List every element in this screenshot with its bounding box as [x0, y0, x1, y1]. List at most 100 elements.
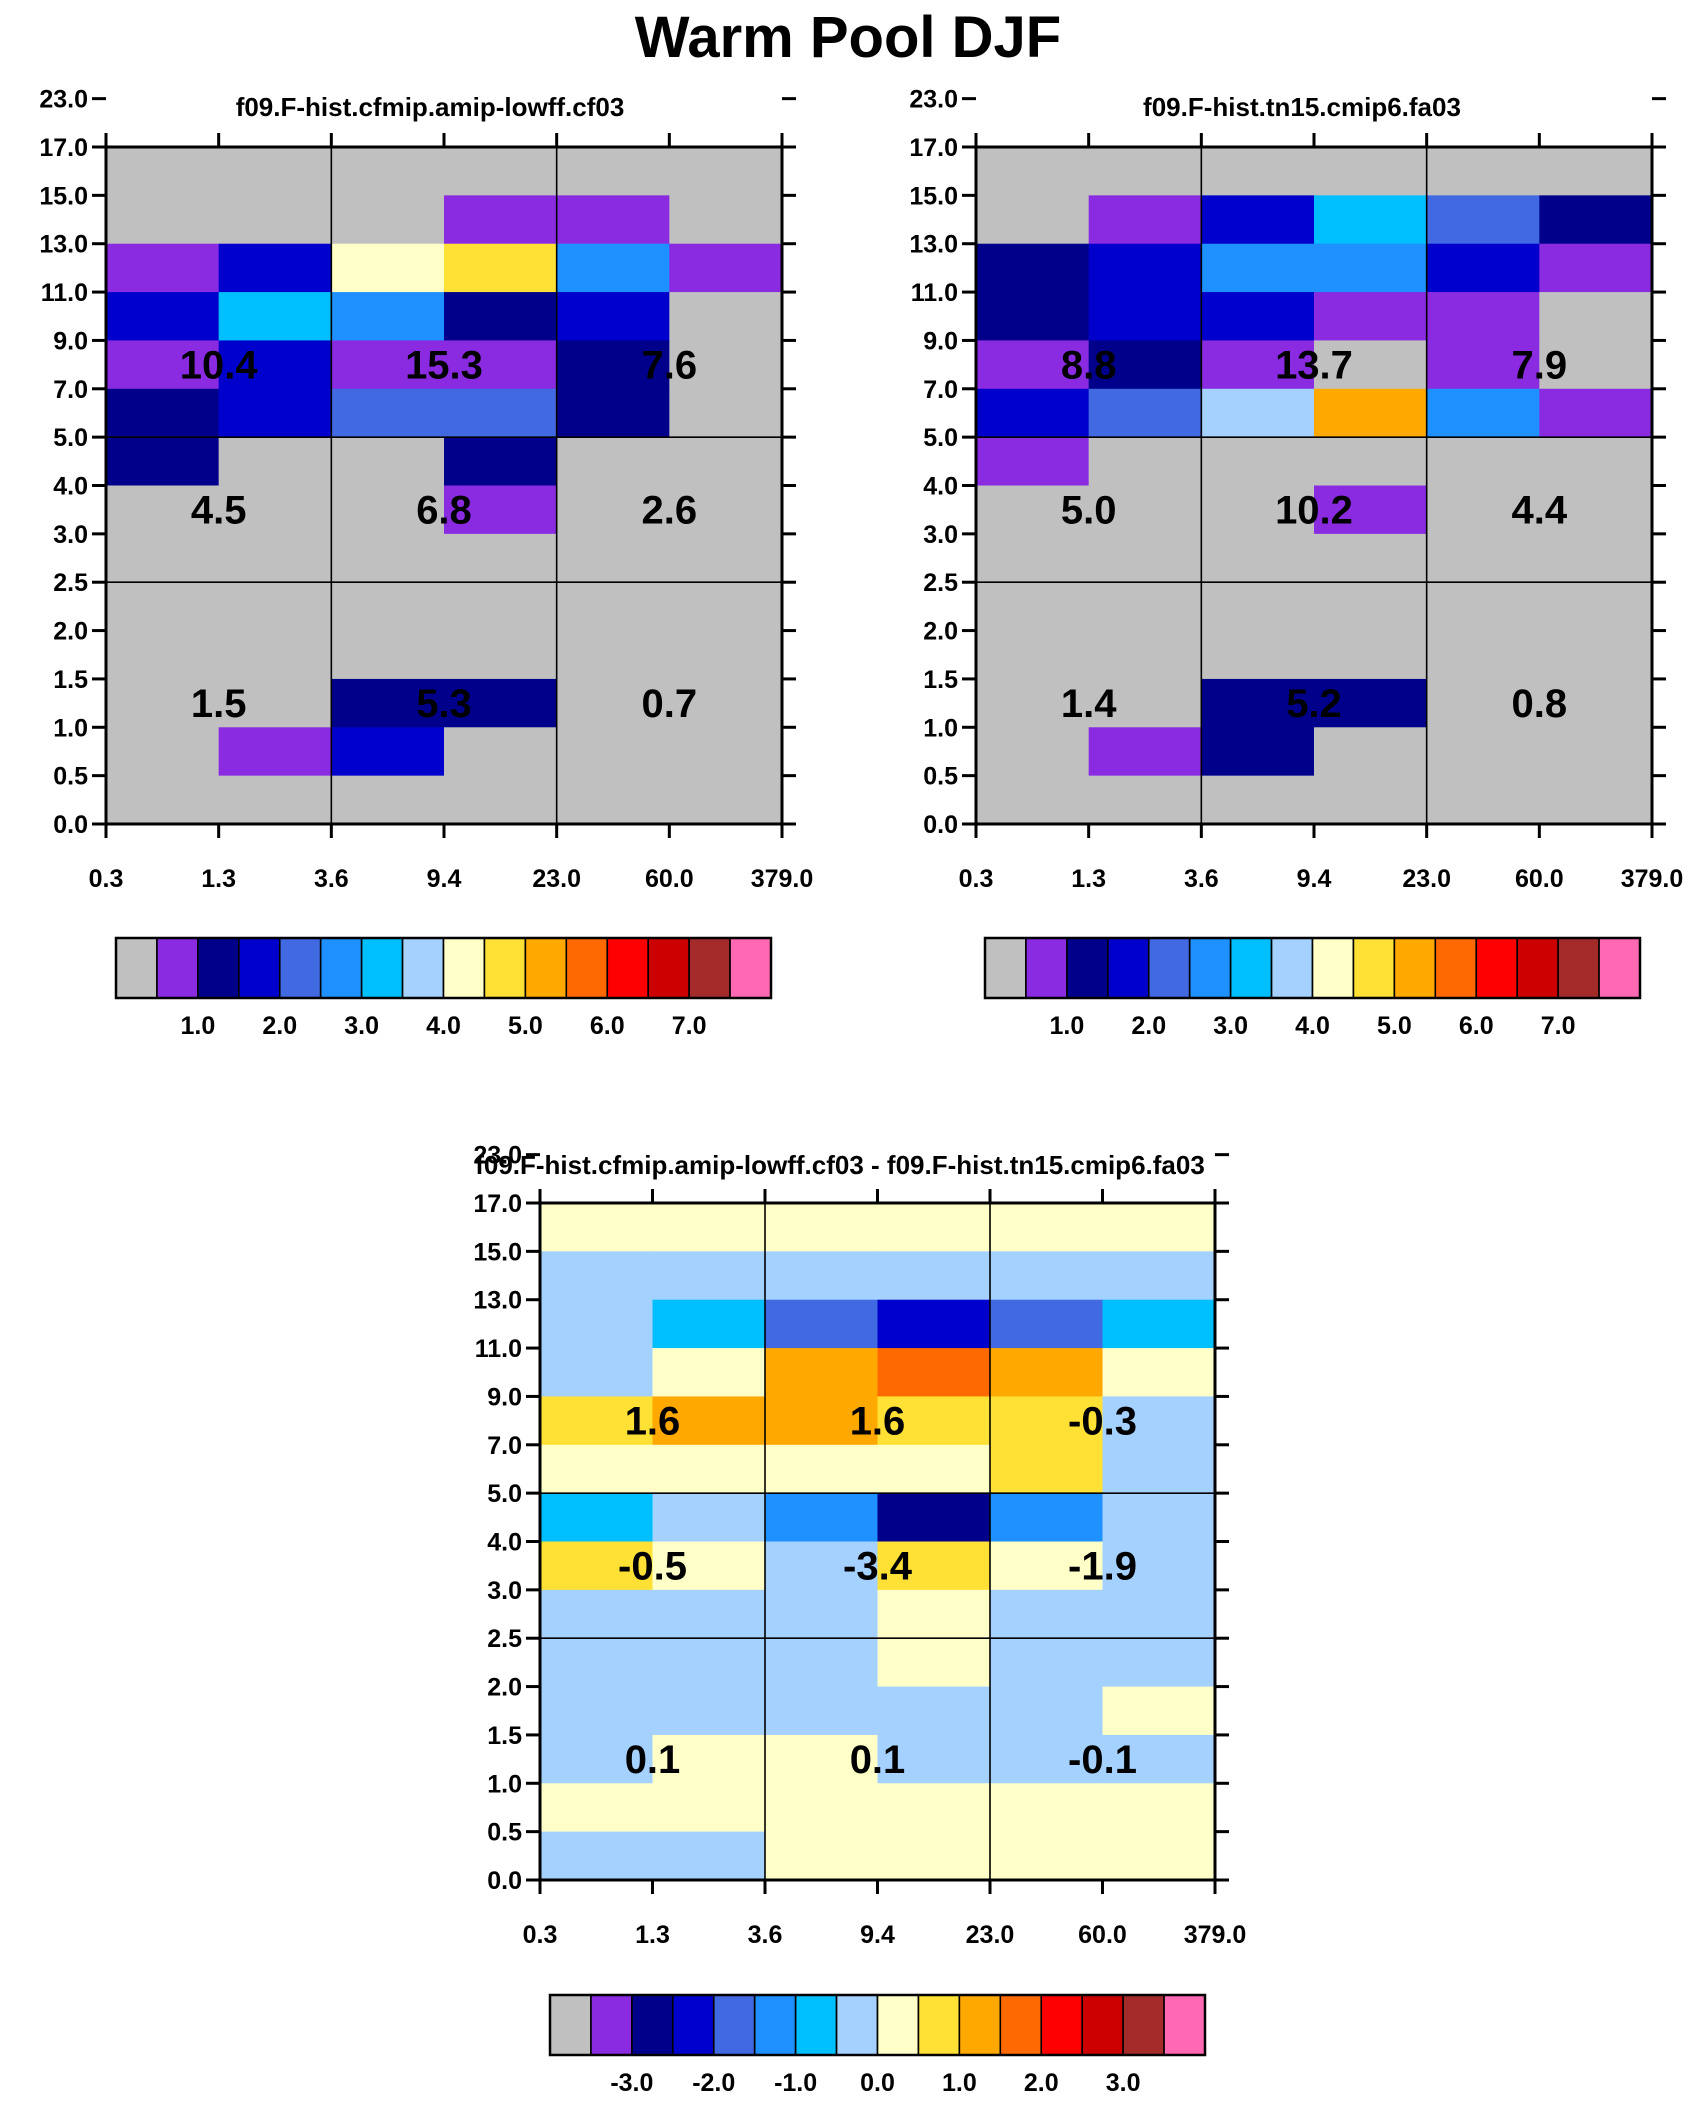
y-tick-label: 0.5	[923, 763, 958, 791]
heatmap-cell	[331, 678, 445, 728]
heatmap-cell	[1102, 1831, 1216, 1881]
heatmap-cell	[765, 1783, 879, 1833]
colorbar-swatch	[360, 937, 404, 999]
x-tick-label: 23.0	[1402, 865, 1451, 893]
y-tick-label: 1.5	[487, 1722, 522, 1750]
heatmap-cell	[976, 147, 1090, 196]
heatmap-cell	[976, 485, 1090, 535]
x-tick-label: 23.0	[966, 1921, 1015, 1949]
heatmap-cell	[540, 1493, 654, 1543]
heatmap-cell	[669, 195, 783, 245]
colorbar-3: -3.0 -2.0 -1.0 0.0 1.0 2.0 3.0	[548, 1993, 1207, 2097]
colorbar-label: 2.0	[1024, 2069, 1059, 2097]
region-value: 10.4	[180, 344, 259, 388]
heatmap-cell	[1201, 630, 1315, 680]
heatmap-cell	[556, 340, 670, 390]
heatmap-cell	[1201, 678, 1315, 728]
heatmap-cell	[976, 678, 1090, 728]
colorbar-swatch	[835, 1994, 879, 2056]
heatmap-cell	[1426, 147, 1540, 196]
heatmap-cell	[1201, 388, 1315, 438]
x-tick-label: 3.6	[314, 865, 349, 893]
heatmap-cell	[1539, 533, 1653, 583]
heatmap-cell	[218, 243, 332, 293]
heatmap-cell	[877, 1589, 991, 1639]
colorbar-label: 1.0	[180, 1012, 215, 1040]
heatmap-cell	[669, 533, 783, 583]
heatmap-cell	[331, 533, 445, 583]
heatmap-cell	[990, 1203, 1104, 1252]
colorbar-swatch	[794, 1994, 838, 2056]
region-value: 4.5	[191, 489, 247, 533]
heatmap-cell	[556, 243, 670, 293]
colorbar-swatch	[1270, 937, 1314, 999]
colorbar-swatch	[1040, 1994, 1083, 2056]
colorbar-label: 3.0	[1213, 1012, 1248, 1040]
y-tick-label: 2.0	[923, 618, 958, 646]
region-value: 1.6	[850, 1400, 906, 1444]
heatmap-cell	[1102, 1348, 1216, 1398]
heatmap-cell	[652, 1493, 766, 1543]
x-tick-label: 0.3	[523, 1921, 558, 1949]
heatmap-cell	[1314, 292, 1428, 342]
colorbar-swatch	[631, 1994, 674, 2056]
heatmap-cell	[976, 292, 1090, 342]
heatmap-cell	[877, 1541, 991, 1591]
heatmap-cell	[218, 340, 332, 390]
heatmap-cell	[444, 292, 558, 342]
y-tick-label: 13.0	[39, 231, 88, 259]
colorbar-swatch	[1311, 937, 1355, 999]
heatmap-cell	[1314, 195, 1428, 245]
heatmap-cell	[976, 582, 1090, 632]
heatmap-cell	[1426, 727, 1540, 777]
y-tick-label: 11.0	[41, 279, 88, 307]
region-value: 7.6	[642, 344, 698, 388]
heatmap-cell	[1539, 292, 1653, 342]
y-tick-label: 7.0	[53, 376, 88, 404]
heatmap-cell	[765, 1203, 879, 1252]
x-tick-label: 379.0	[751, 865, 814, 893]
heatmap-cell	[990, 1589, 1104, 1639]
colorbar-label: 7.0	[672, 1012, 707, 1040]
heatmap-cell	[556, 485, 670, 535]
heatmap-cell	[765, 1589, 879, 1639]
heatmap-cell	[444, 340, 558, 390]
y-tick-label: 0.0	[923, 811, 958, 839]
heatmap-cell	[976, 775, 1090, 825]
colorbar-label: 2.0	[1131, 1012, 1166, 1040]
heatmap-cell	[652, 1348, 766, 1398]
x-tick-label: 60.0	[645, 865, 694, 893]
heatmap-cell	[556, 630, 670, 680]
region-value: 1.4	[1061, 682, 1117, 726]
heatmap-cell	[976, 437, 1090, 487]
colorbar-swatch	[917, 1994, 961, 2056]
heatmap-cell	[1314, 388, 1428, 438]
x-tick-label: 3.6	[1184, 865, 1219, 893]
heatmap-cell	[1102, 1396, 1216, 1446]
panel-title-difference: f09.F-hist.cfmip.amip-lowff.cf03 - f09.F…	[475, 1150, 1205, 1180]
y-tick-label: 17.0	[473, 1190, 522, 1218]
heatmap-cell	[444, 195, 558, 245]
colorbar-swatch	[606, 937, 649, 999]
y-tick-label: 23.0	[473, 1142, 522, 1170]
heatmap-cell	[669, 630, 783, 680]
heatmap-cell	[1314, 340, 1428, 390]
colorbar-swatch	[1025, 937, 1068, 999]
heatmap-cell	[218, 437, 332, 487]
x-tick-label: 9.4	[1297, 865, 1332, 893]
heatmap-cell	[444, 678, 558, 728]
heatmap-cell	[877, 1783, 991, 1833]
colorbar-swatch	[1081, 1994, 1124, 2056]
colorbar-swatch	[1434, 937, 1478, 999]
heatmap-cell	[765, 1831, 879, 1881]
colorbar-swatch	[115, 937, 158, 999]
heatmap-cell	[877, 1638, 991, 1688]
heatmap-cell	[1314, 727, 1428, 777]
x-tick-label: 1.3	[1071, 865, 1106, 893]
heatmap-cell	[540, 1589, 654, 1639]
heatmap-cell	[106, 243, 220, 293]
y-tick-label: 2.0	[53, 618, 88, 646]
y-tick-label: 3.0	[53, 521, 88, 549]
colorbar-swatch	[319, 937, 363, 999]
x-tick-label: 60.0	[1078, 1921, 1127, 1949]
